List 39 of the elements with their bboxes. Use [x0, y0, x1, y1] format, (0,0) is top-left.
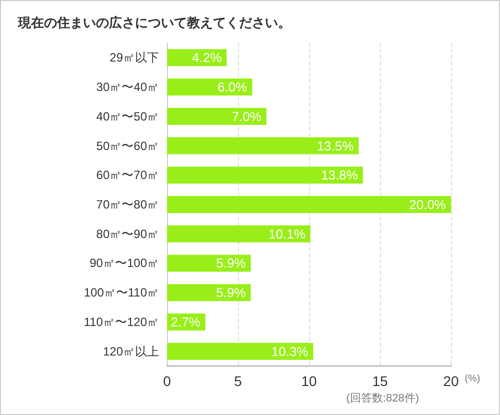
- y-tick-label: 70㎡〜80㎡: [96, 198, 159, 212]
- y-tick-label: 80㎡〜90㎡: [96, 226, 159, 241]
- x-tick-label: 10: [301, 373, 317, 389]
- x-tick-label: 20: [443, 373, 459, 389]
- bar: [167, 196, 451, 213]
- y-tick-label: 29㎡以下: [110, 50, 159, 65]
- data-label: 5.9%: [216, 285, 246, 300]
- bar: [167, 166, 363, 184]
- text: (回答数:828件): [346, 392, 420, 404]
- y-tick-label: 60㎡〜70㎡: [96, 168, 159, 182]
- data-label: 10.1%: [268, 226, 306, 242]
- y-tick-label: 100㎡〜110㎡: [84, 286, 159, 300]
- chart-title: 現在の住まいの広さについて教えてください。: [17, 15, 291, 30]
- bar: [167, 342, 314, 360]
- bar: [167, 78, 252, 96]
- data-label: 7.0%: [232, 108, 262, 124]
- y-tick-label: 120㎡以上: [102, 344, 159, 358]
- bar: [167, 108, 266, 125]
- y-tick-label: 90㎡〜100㎡: [90, 256, 159, 270]
- y-tick-label: 50㎡〜60㎡: [96, 138, 159, 153]
- bar: [167, 284, 251, 302]
- data-label: 10.3%: [271, 344, 309, 359]
- bar: [167, 254, 251, 272]
- x-tick-label: 5: [234, 373, 242, 389]
- x-tick-label: 15: [372, 373, 388, 389]
- y-tick-label: 110㎡〜120㎡: [84, 314, 159, 329]
- x-tick-label: 0: [163, 373, 172, 389]
- data-label: 20.0%: [409, 197, 446, 212]
- data-label: 5.9%: [216, 256, 246, 271]
- data-label: 4.2%: [192, 50, 222, 66]
- bar: [167, 225, 310, 242]
- data-label: 2.7%: [170, 314, 201, 330]
- bar: [167, 137, 359, 154]
- data-label: 13.5%: [316, 138, 354, 154]
- x-axis-title: (%): [464, 374, 480, 384]
- y-tick-label: 40㎡〜50㎡: [96, 109, 159, 124]
- data-label: 13.8%: [321, 168, 358, 183]
- y-tick-label: 30㎡〜40㎡: [96, 80, 159, 94]
- data-label: 6.0%: [218, 80, 248, 95]
